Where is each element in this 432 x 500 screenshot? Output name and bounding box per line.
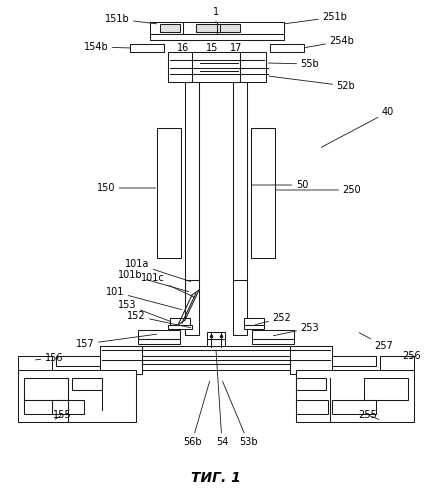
Bar <box>168 52 266 82</box>
Bar <box>52 400 84 414</box>
Bar <box>24 400 68 414</box>
Bar <box>168 325 192 329</box>
Bar <box>100 364 332 370</box>
Text: ΤИГ. 1: ΤИГ. 1 <box>191 471 241 485</box>
Bar <box>160 24 180 32</box>
Bar <box>72 378 102 390</box>
Text: 255: 255 <box>359 410 379 420</box>
Bar <box>251 128 275 258</box>
Bar <box>100 346 142 374</box>
Bar <box>296 400 328 414</box>
Text: 50: 50 <box>251 180 308 190</box>
Bar <box>290 346 332 374</box>
Text: 16: 16 <box>177 43 189 53</box>
Text: 154b: 154b <box>84 42 130 52</box>
Text: 253: 253 <box>273 323 319 336</box>
Text: 254b: 254b <box>305 36 354 48</box>
Text: 40: 40 <box>321 107 394 148</box>
Bar <box>380 356 414 370</box>
Bar <box>185 82 199 282</box>
Bar <box>252 330 294 339</box>
Bar <box>296 370 414 422</box>
Text: 56b: 56b <box>183 382 210 447</box>
Bar <box>100 356 332 364</box>
Bar <box>18 356 52 370</box>
Text: 101a: 101a <box>125 259 191 281</box>
Text: 1: 1 <box>213 7 219 22</box>
Text: 153: 153 <box>118 300 171 322</box>
Text: 55b: 55b <box>268 59 319 69</box>
Bar <box>138 339 180 344</box>
Text: 101: 101 <box>106 287 181 310</box>
Bar <box>332 356 376 366</box>
Bar <box>150 34 284 40</box>
Bar <box>244 325 264 329</box>
Text: 101b: 101b <box>118 270 189 291</box>
Bar <box>364 378 408 400</box>
Bar <box>196 24 222 32</box>
Bar <box>220 24 240 32</box>
Bar <box>270 44 304 52</box>
Text: 54: 54 <box>216 352 228 447</box>
Bar <box>150 22 284 34</box>
Text: 256: 256 <box>403 351 421 361</box>
Bar <box>185 280 199 335</box>
Text: 257: 257 <box>359 332 394 351</box>
Text: 53b: 53b <box>222 382 257 447</box>
Bar <box>244 318 264 325</box>
Bar <box>157 128 181 258</box>
Text: 152: 152 <box>127 311 191 328</box>
Text: 101c: 101c <box>141 273 195 297</box>
Bar <box>56 356 100 366</box>
Bar <box>233 280 247 335</box>
Text: 150: 150 <box>97 183 156 193</box>
Text: 250: 250 <box>276 185 361 195</box>
Bar <box>138 330 180 339</box>
Text: 251b: 251b <box>284 12 347 24</box>
Bar <box>18 370 136 422</box>
Bar <box>100 346 332 356</box>
Bar <box>252 339 294 344</box>
Text: 17: 17 <box>230 43 242 53</box>
Text: 155: 155 <box>53 410 71 420</box>
Text: 252: 252 <box>255 313 291 324</box>
Text: 156: 156 <box>35 353 63 363</box>
Text: 157: 157 <box>76 334 157 349</box>
Bar <box>24 378 68 400</box>
Text: 52b: 52b <box>270 76 356 91</box>
Text: 151b: 151b <box>105 14 157 24</box>
Bar <box>332 400 376 414</box>
Bar <box>130 44 164 52</box>
Bar <box>233 82 247 282</box>
Bar <box>207 332 225 347</box>
Bar <box>296 378 326 390</box>
Text: 15: 15 <box>206 43 218 53</box>
Bar <box>170 318 190 325</box>
